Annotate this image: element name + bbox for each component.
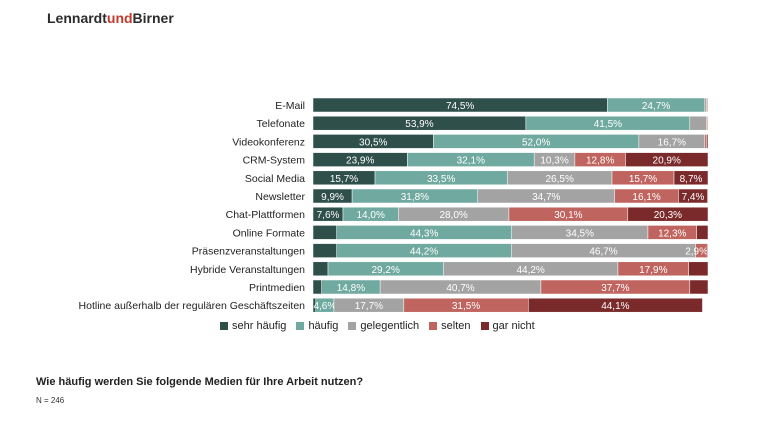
data-label: 44,2% — [516, 265, 544, 276]
data-label: 16,1% — [632, 192, 660, 203]
data-label: 17,9% — [639, 265, 667, 276]
chart-legend: sehr häufig häufig gelegentlich selten gar n… — [220, 320, 535, 332]
brand-logo-part1: Lennardt — [47, 10, 107, 26]
data-label: 28,0% — [439, 210, 467, 221]
data-label: 2,9% — [685, 247, 708, 258]
data-label: 34,7% — [532, 192, 560, 203]
category-label: Telefonate — [257, 118, 306, 130]
category-label: Hotline außerhalb der regulären Geschäft… — [79, 300, 306, 312]
legend-swatch — [480, 322, 489, 330]
legend-label: häufig — [308, 320, 339, 332]
bar-segment — [706, 243, 709, 258]
data-label: 30,5% — [359, 137, 387, 148]
data-label: 7,4% — [682, 192, 705, 203]
data-label: 44,3% — [410, 228, 438, 239]
bar-segment — [312, 279, 322, 295]
category-label: Printmedien — [249, 282, 305, 294]
category-label: Social Media — [245, 173, 305, 185]
data-label: 14,0% — [356, 210, 384, 221]
category-label: Online Formate — [233, 227, 306, 239]
data-label: 53,9% — [405, 119, 433, 130]
survey-question: Wie häufig werden Sie folgende Medien fü… — [36, 376, 364, 388]
data-label: 10,3% — [540, 156, 568, 167]
category-label: E-Mail — [275, 100, 305, 112]
data-label: 44,2% — [410, 247, 438, 258]
category-label: Hybride Veranstaltungen — [190, 264, 305, 276]
legend-swatch — [348, 322, 357, 330]
data-label: 32,1% — [457, 156, 485, 167]
legend-label: sehr häufig — [232, 320, 287, 332]
legend-swatch — [296, 322, 305, 330]
data-label: 37,7% — [601, 283, 629, 294]
data-label: 26,5% — [545, 174, 573, 185]
data-label: 12,3% — [658, 228, 686, 239]
legend-label: gar nicht — [492, 320, 535, 332]
bar-segment — [312, 261, 329, 277]
bar-segment — [312, 225, 337, 240]
data-label: 31,8% — [401, 192, 429, 203]
data-label: 8,7% — [680, 174, 703, 185]
data-label: 16,7% — [658, 137, 686, 148]
legend-swatch — [220, 322, 228, 330]
data-label: 40,7% — [446, 283, 474, 294]
bar-segment — [689, 115, 707, 131]
bar-segment — [678, 188, 708, 204]
category-label: Newsletter — [255, 191, 305, 203]
bar-segment — [312, 243, 337, 258]
data-label: 7,6% — [317, 210, 340, 221]
bar-segment — [706, 134, 709, 149]
data-label: 74,5% — [446, 101, 474, 112]
data-label: 30,1% — [554, 210, 582, 221]
stacked-bar-chart: E-Mail 74,5% 24,7% Telefonate 53,9% 41,5% Vide… — [79, 97, 709, 313]
bar-segment — [688, 261, 709, 277]
data-label: 9,9% — [321, 192, 344, 203]
bar-segment — [528, 297, 703, 313]
category-label: Chat-Plattformen — [226, 209, 306, 221]
brand-logo-part3: Birner — [132, 10, 174, 26]
data-label: 24,7% — [642, 101, 670, 112]
legend-item: gelegentlich — [348, 320, 419, 332]
data-label: 14,8% — [337, 283, 365, 294]
bar-segment — [673, 170, 709, 186]
legend-swatch — [429, 322, 438, 330]
data-label: 20,3% — [654, 210, 682, 221]
category-label: Präsenzveranstaltungen — [192, 246, 305, 258]
data-label: 12,8% — [586, 156, 614, 167]
data-label: 23,9% — [346, 156, 374, 167]
data-label: 29,2% — [372, 265, 400, 276]
data-label: 46,7% — [589, 247, 617, 258]
data-label: 4,6% — [313, 301, 336, 312]
bar-segment — [627, 206, 709, 222]
bar-segment — [704, 134, 708, 149]
data-label: 15,7% — [629, 174, 657, 185]
legend-label: gelegentlich — [360, 320, 420, 332]
bar-segment — [706, 115, 709, 131]
bar-segment — [706, 97, 709, 113]
data-label: 41,5% — [594, 119, 622, 130]
data-label: 20,9% — [653, 156, 681, 167]
data-label: 44,1% — [601, 301, 629, 312]
sample-size: N = 246 — [36, 396, 65, 405]
data-label: 31,5% — [452, 301, 480, 312]
bar-segment — [689, 279, 709, 295]
legend-label: selten — [441, 320, 471, 332]
bar-segment — [696, 225, 709, 240]
bar-segment — [625, 152, 709, 167]
legend-item: häufig — [296, 320, 338, 332]
legend-item: sehr häufig — [220, 320, 286, 332]
data-label: 15,7% — [330, 174, 358, 185]
data-label: 34,5% — [566, 228, 594, 239]
data-label: 33,5% — [427, 174, 455, 185]
brand-logo: LennardtundBirner — [47, 10, 174, 26]
brand-logo-part2: und — [106, 10, 133, 26]
legend-item: gar nicht — [480, 320, 535, 332]
category-label: CRM-System — [243, 155, 306, 167]
data-label: 52,0% — [522, 137, 550, 148]
data-label: 17,7% — [355, 301, 383, 312]
category-label: Videokonferenz — [232, 136, 305, 148]
legend-item: selten — [429, 320, 471, 332]
